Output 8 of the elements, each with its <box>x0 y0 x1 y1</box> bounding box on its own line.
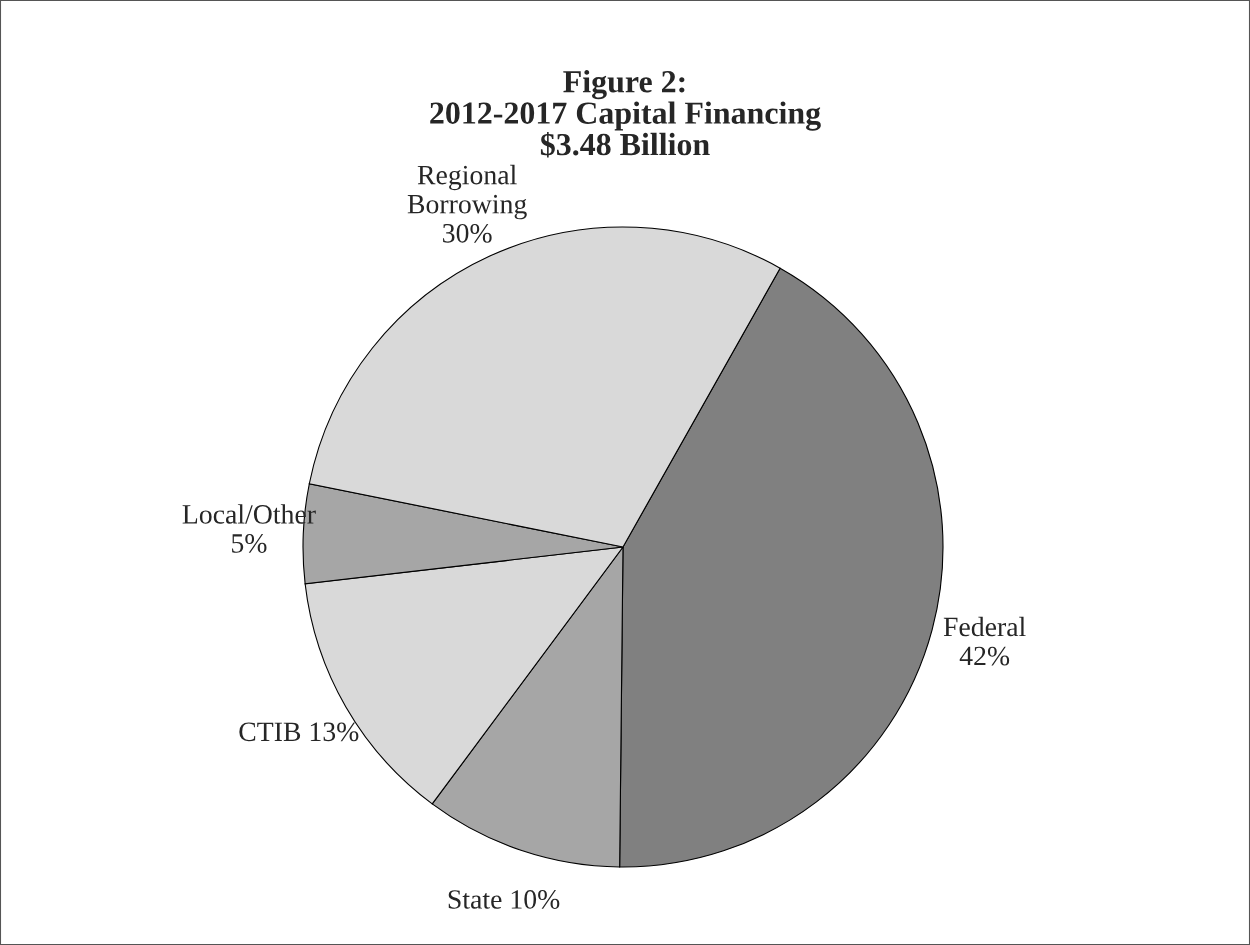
chart-title: Figure 2: 2012-2017 Capital Financing $3.48 Billion <box>430 70 821 158</box>
slice-label: State 10% <box>448 890 560 909</box>
slice-label: Regional Borrowing <box>407 164 527 220</box>
slice-label: Federal <box>943 616 1026 637</box>
data-label: 5% <box>232 534 267 553</box>
data-label: 42% <box>959 646 1010 666</box>
data-label: 30% <box>443 223 492 243</box>
slice-label: CTIB 13% <box>239 722 359 742</box>
